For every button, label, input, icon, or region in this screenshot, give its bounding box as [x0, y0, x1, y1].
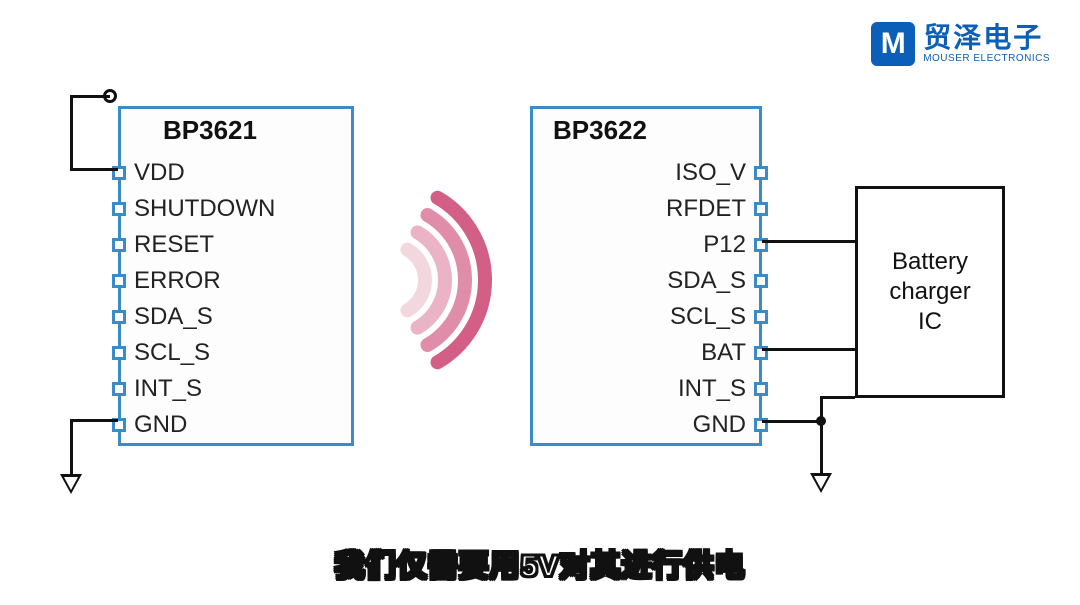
pin-label: BAT — [701, 339, 746, 367]
block-bp3622-title: BP3622 — [553, 115, 647, 146]
pin-square-icon — [754, 202, 768, 216]
pin-label: SHUTDOWN — [134, 195, 275, 223]
pin-row: P12 — [666, 227, 759, 263]
subtitle-text: 我们仅需要用5V对其进行供电 — [0, 541, 1080, 585]
pin-square-icon — [754, 274, 768, 288]
pin-label: RFDET — [666, 195, 746, 223]
pin-row: INT_S — [121, 371, 275, 407]
mouser-logo: M 贸泽电子 MOUSER ELECTRONICS — [871, 22, 1050, 66]
battery-charger-ic-box: Battery charger IC — [855, 186, 1005, 398]
pin-label: GND — [134, 411, 187, 439]
pin-square-icon — [112, 346, 126, 360]
pin-square-icon — [754, 166, 768, 180]
pin-row: GND — [666, 407, 759, 443]
pin-label: RESET — [134, 231, 214, 259]
block-bp3622: BP3622 ISO_V RFDET P12 SDA_S SCL_S BAT INT_S GN… — [530, 106, 762, 446]
wire — [762, 420, 822, 423]
pin-square-icon — [754, 382, 768, 396]
battery-box-text: Battery charger IC — [889, 247, 970, 337]
wire — [762, 240, 855, 243]
wire — [70, 419, 73, 474]
pin-row: SDA_S — [666, 263, 759, 299]
pin-row: INT_S — [666, 371, 759, 407]
wire — [70, 419, 118, 422]
pin-row: RFDET — [666, 191, 759, 227]
pin-row: SCL_S — [666, 299, 759, 335]
pin-label: SDA_S — [667, 267, 746, 295]
logo-en: MOUSER ELECTRONICS — [923, 54, 1050, 64]
block-bp3621-title: BP3621 — [163, 115, 257, 146]
wire — [70, 168, 118, 171]
pin-row: VDD — [121, 155, 275, 191]
pin-row: SCL_S — [121, 335, 275, 371]
block-bp3621: BP3621 VDD SHUTDOWN RESET ERROR SDA_S SCL_S IN… — [118, 106, 354, 446]
wire — [70, 95, 110, 98]
pin-label: SCL_S — [670, 303, 746, 331]
logo-cn: 贸泽电子 — [923, 24, 1050, 52]
logo-text: 贸泽电子 MOUSER ELECTRONICS — [923, 24, 1050, 64]
battery-line-3: IC — [918, 308, 942, 335]
pin-label: ERROR — [134, 267, 221, 295]
battery-line-1: Battery — [892, 248, 968, 275]
pin-square-icon — [112, 310, 126, 324]
wire — [820, 396, 855, 399]
pin-list-left: VDD SHUTDOWN RESET ERROR SDA_S SCL_S INT_S GND — [121, 155, 275, 443]
pin-square-icon — [754, 310, 768, 324]
battery-line-2: charger — [889, 278, 970, 305]
pin-label: ISO_V — [675, 159, 746, 187]
pin-row: RESET — [121, 227, 275, 263]
pin-row: SHUTDOWN — [121, 191, 275, 227]
pin-label: VDD — [134, 159, 185, 187]
pin-list-right: ISO_V RFDET P12 SDA_S SCL_S BAT INT_S GND — [666, 155, 759, 443]
logo-mark: M — [871, 22, 915, 66]
wire — [762, 348, 855, 351]
ground-right-icon — [810, 473, 832, 493]
wire — [70, 95, 73, 170]
pin-row: SDA_S — [121, 299, 275, 335]
pin-row: ISO_V — [666, 155, 759, 191]
pin-row: GND — [121, 407, 275, 443]
pin-label: INT_S — [134, 375, 202, 403]
pin-square-icon — [112, 238, 126, 252]
diagram-canvas: M 贸泽电子 MOUSER ELECTRONICS BP3621 VDD SHUT… — [0, 0, 1080, 605]
pin-label: P12 — [703, 231, 746, 259]
wire — [820, 398, 823, 473]
wireless-arcs-icon — [400, 180, 520, 380]
pin-square-icon — [112, 202, 126, 216]
ground-left-icon — [60, 474, 82, 494]
pin-label: SDA_S — [134, 303, 213, 331]
pin-square-icon — [112, 382, 126, 396]
pin-square-icon — [112, 274, 126, 288]
pin-label: INT_S — [678, 375, 746, 403]
pin-label: SCL_S — [134, 339, 210, 367]
pin-label: GND — [693, 411, 746, 439]
pin-row: BAT — [666, 335, 759, 371]
pin-row: ERROR — [121, 263, 275, 299]
logo-letter: M — [881, 27, 906, 61]
